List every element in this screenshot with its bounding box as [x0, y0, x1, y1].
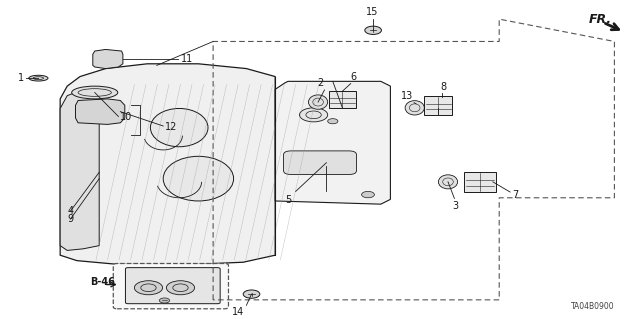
Polygon shape — [60, 89, 99, 250]
Circle shape — [243, 290, 260, 298]
Circle shape — [362, 191, 374, 198]
Ellipse shape — [308, 95, 328, 109]
Text: 7: 7 — [512, 189, 518, 200]
Text: 9: 9 — [68, 214, 74, 224]
Text: 3: 3 — [452, 201, 458, 211]
Circle shape — [159, 298, 170, 303]
FancyBboxPatch shape — [465, 172, 496, 192]
Polygon shape — [275, 81, 390, 204]
Ellipse shape — [163, 156, 234, 201]
FancyBboxPatch shape — [424, 96, 452, 115]
Polygon shape — [93, 49, 123, 69]
Text: 5: 5 — [285, 195, 291, 205]
Ellipse shape — [29, 75, 48, 81]
Text: 2: 2 — [317, 78, 323, 88]
FancyBboxPatch shape — [329, 91, 356, 108]
Text: 12: 12 — [165, 122, 177, 132]
Circle shape — [300, 108, 328, 122]
Text: B-46: B-46 — [90, 277, 115, 287]
Polygon shape — [60, 64, 275, 265]
FancyBboxPatch shape — [125, 268, 220, 304]
Polygon shape — [76, 99, 125, 124]
Text: 14: 14 — [232, 307, 244, 317]
Text: 4: 4 — [68, 205, 74, 216]
FancyBboxPatch shape — [113, 263, 228, 309]
Ellipse shape — [72, 86, 118, 99]
Text: 8: 8 — [440, 82, 447, 92]
Circle shape — [365, 26, 381, 34]
Ellipse shape — [405, 101, 424, 115]
Text: 10: 10 — [120, 112, 132, 122]
Text: 13: 13 — [401, 92, 413, 101]
Ellipse shape — [438, 175, 458, 189]
Text: 11: 11 — [180, 54, 193, 64]
Text: FR.: FR. — [589, 13, 612, 26]
Circle shape — [328, 119, 338, 124]
Text: 6: 6 — [351, 72, 357, 82]
Circle shape — [166, 281, 195, 295]
Circle shape — [134, 281, 163, 295]
Text: 15: 15 — [366, 7, 379, 17]
Text: 1: 1 — [18, 72, 24, 83]
FancyBboxPatch shape — [284, 151, 356, 174]
Ellipse shape — [150, 108, 208, 147]
Text: TA04B0900: TA04B0900 — [571, 302, 614, 311]
